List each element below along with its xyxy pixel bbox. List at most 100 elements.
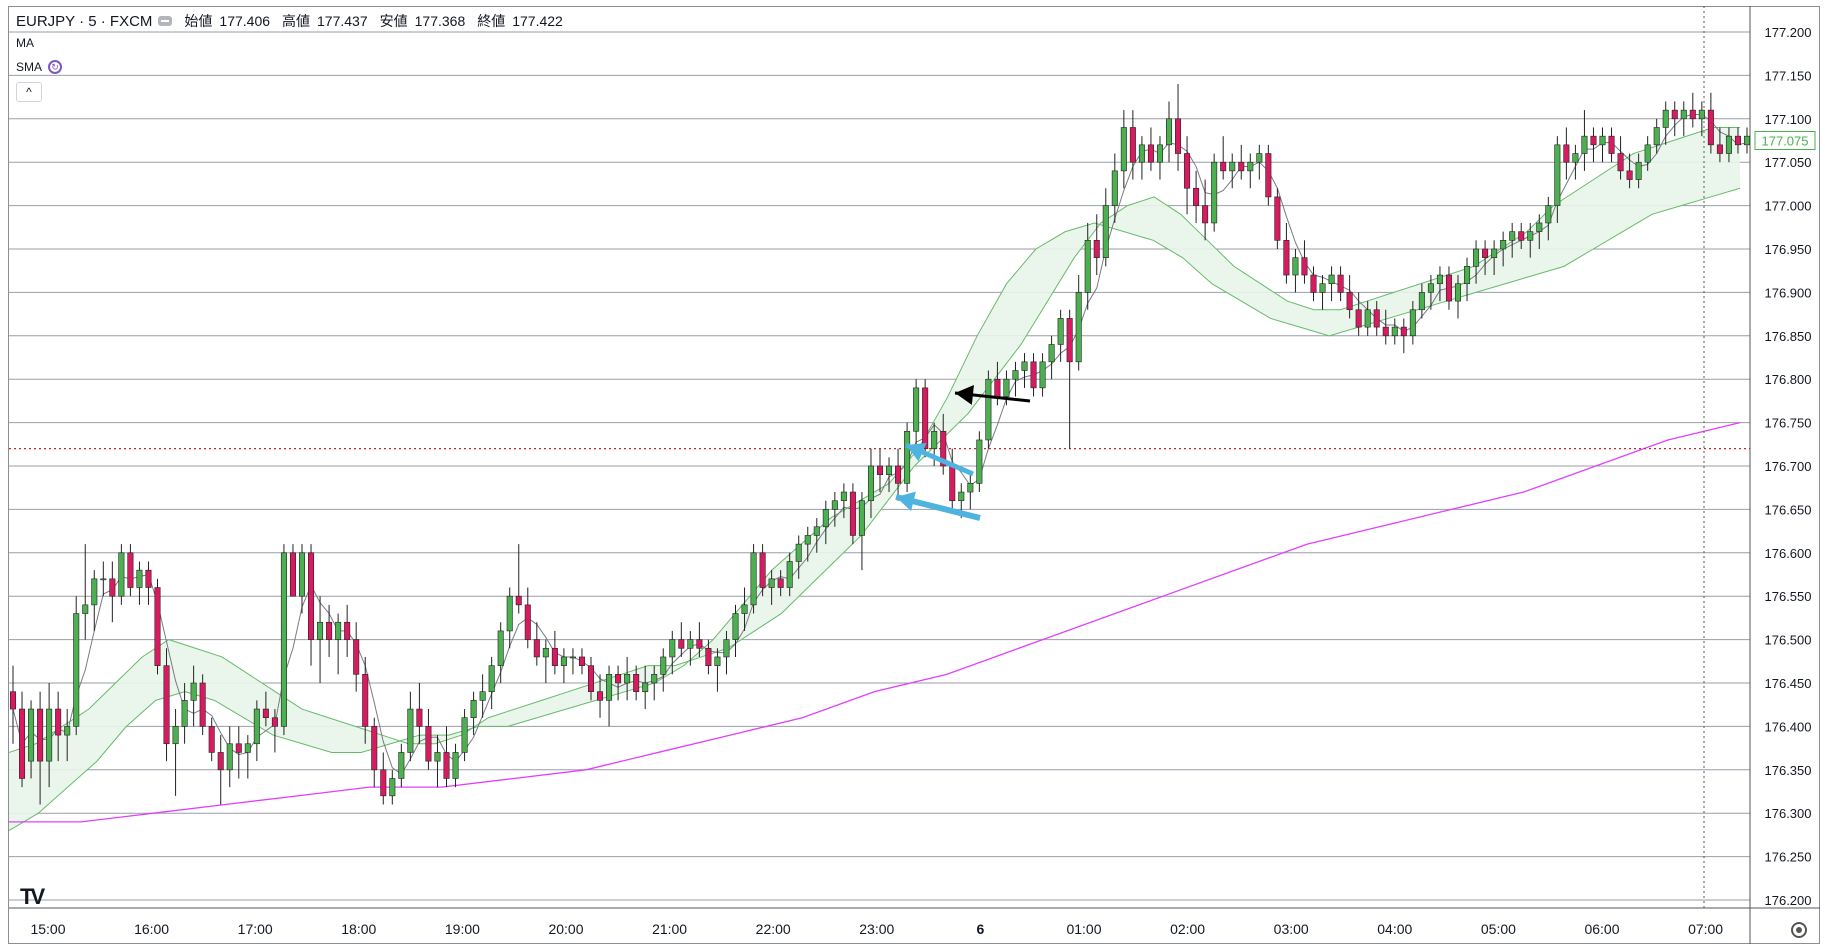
candle-body [1482,248,1489,258]
candle [515,544,522,614]
candle [913,379,920,449]
candle [371,717,378,788]
candle-body [1229,161,1236,172]
candle-body [1202,205,1209,224]
candle [1454,275,1462,319]
candle-body [1473,248,1480,267]
candle [1391,318,1398,345]
candle-body [154,587,161,666]
candle-body [407,708,414,753]
legend-toggle-icon[interactable] [158,16,173,26]
black-arrow [954,384,1031,405]
candle-body [253,708,260,745]
candle [633,665,640,701]
candle-body [1084,240,1091,293]
candle [642,665,649,710]
candle-body [362,674,369,727]
candle-body [949,465,956,502]
refresh-icon[interactable]: ↻ [48,60,63,74]
candle [1364,301,1371,336]
x-tick-label: 22:00 [756,921,791,937]
candle [1021,353,1028,388]
candle-body [398,752,405,779]
candle [1518,222,1525,249]
candle [1707,92,1714,154]
candle-body [344,621,351,640]
candle [217,735,224,805]
candle-body [741,604,748,614]
candle-body [208,726,215,753]
x-tick-label: 20:00 [548,921,583,937]
candle [606,665,613,727]
collapse-legend-button[interactable]: ^ [16,82,42,102]
candle [1590,127,1597,163]
candle [19,691,26,788]
candle-body [831,500,838,510]
candle [1734,127,1741,154]
y-tick-label: 176.700 [1765,459,1812,474]
candle [163,648,170,762]
candle-body [660,656,667,675]
x-tick-label: 03:00 [1274,921,1309,937]
candle-body [28,708,35,762]
candle [298,544,306,614]
candle-body [1012,370,1019,380]
y-tick-label: 177.050 [1765,155,1812,170]
candle [1725,127,1732,163]
candle [732,604,739,657]
indicator-sma-row[interactable]: SMA ↻ [16,60,63,74]
candle-body [1337,274,1344,293]
candle-body [1409,309,1416,337]
candle-body [777,578,784,588]
candle [786,552,793,597]
tradingview-logo[interactable]: TV [20,884,45,909]
candle [1644,136,1651,171]
candle [244,735,251,779]
candle-body [1048,344,1055,363]
candle-body [470,700,477,719]
candle [1680,101,1687,137]
candle [1283,222,1290,284]
candle-body [696,639,703,649]
candle-body [353,639,360,675]
settings-icon[interactable] [1791,922,1807,938]
blue-arrow-lower [895,491,981,521]
y-tick-label: 176.900 [1765,285,1812,300]
candle-body [425,726,432,762]
candle [895,448,902,501]
candle-body [1653,127,1660,146]
candle [1491,240,1498,276]
candle-body [308,552,315,640]
candle-body [1102,205,1109,258]
candle [1509,222,1516,258]
ma-band-upper-line [8,126,1740,753]
candle [1662,101,1669,145]
candle [1698,101,1705,137]
ohlc-open-label: 始値 [184,13,213,29]
candle [597,674,604,718]
candle-body [1590,135,1597,146]
candle [1626,153,1633,189]
candle-body [1436,274,1443,285]
candle-body [524,604,531,640]
candle-body [1193,187,1200,206]
candle [416,683,423,744]
candle [46,683,53,788]
candle-body [181,700,188,727]
chart-frame[interactable] [8,6,1820,944]
candle-body [335,621,342,640]
candle-body [633,674,640,692]
y-tick-label: 176.550 [1765,589,1812,604]
candle-body [1328,274,1335,285]
candle [1527,222,1534,258]
indicator-ma-label[interactable]: MA [16,36,34,50]
candle [822,500,829,545]
candle [1617,136,1624,180]
candle [1427,275,1434,310]
candle [705,639,712,675]
y-tick-label: 176.250 [1765,850,1812,865]
candle-body [542,647,549,658]
candle [687,630,694,666]
y-tick-label: 176.200 [1765,893,1812,908]
